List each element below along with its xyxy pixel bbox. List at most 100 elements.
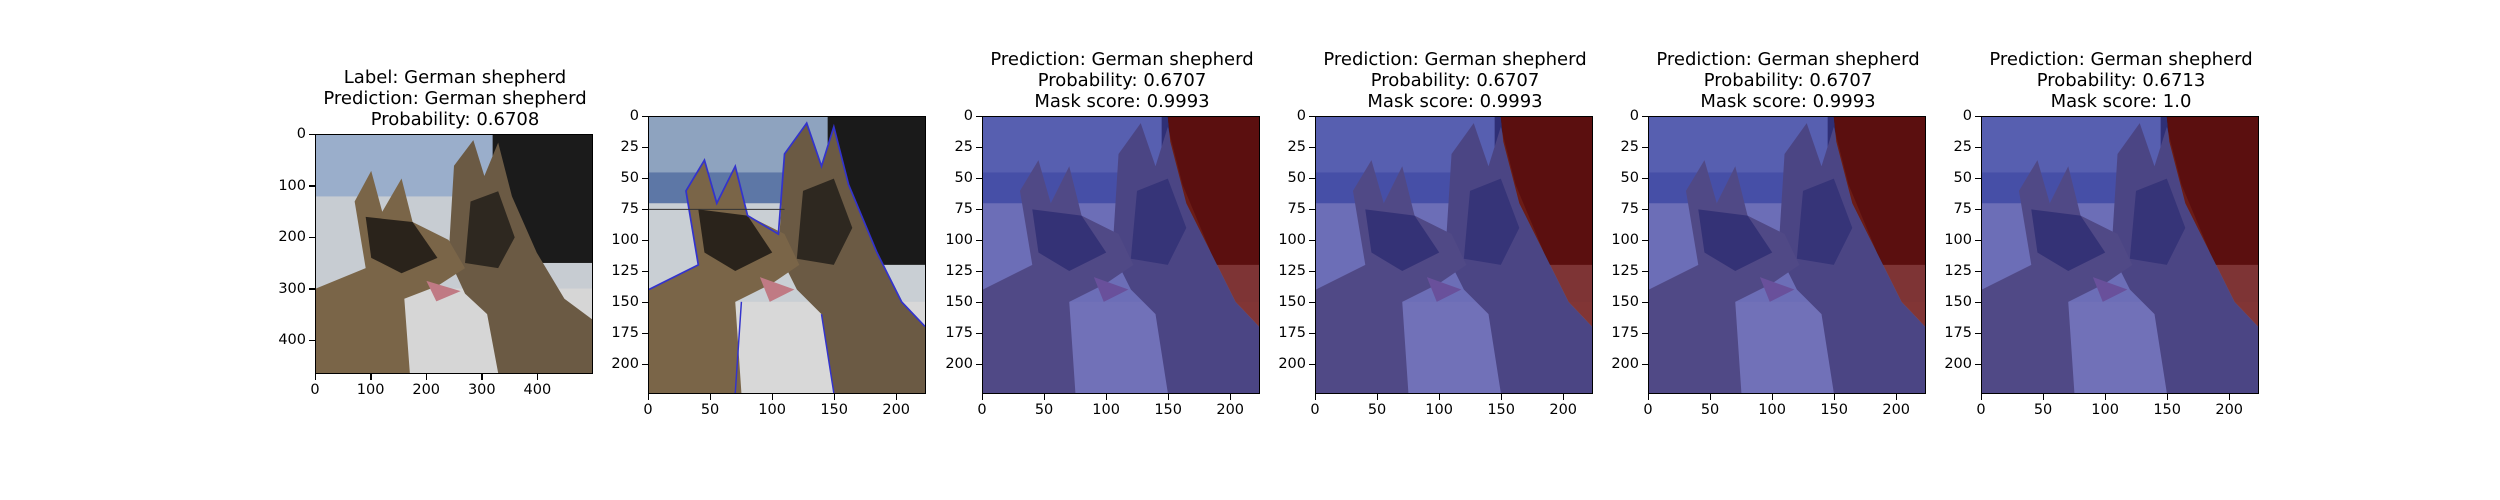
title-line: Probability: 0.6707 [1703, 70, 1873, 91]
y-tick-label: 75 [1953, 201, 1972, 218]
y-tick-mark [976, 146, 982, 149]
y-tick-mark [976, 208, 982, 211]
y-tick-mark [1642, 177, 1648, 180]
x-tick-mark [981, 394, 983, 400]
x-tick-label: 100 [758, 402, 786, 418]
y-tick-label: 25 [620, 139, 639, 156]
y-tick-label: 125 [1611, 263, 1639, 280]
x-tick-label: 150 [1154, 402, 1182, 418]
y-tick-mark [1975, 177, 1981, 180]
x-tick-mark [1771, 394, 1774, 400]
y-tick-mark [1309, 332, 1315, 335]
y-tick-label: 125 [1944, 263, 1972, 280]
y-tick-mark [1975, 115, 1981, 117]
y-tick-mark [642, 270, 648, 273]
x-tick-label: 100 [1758, 402, 1786, 418]
y-tick-mark [976, 301, 982, 304]
y-tick-label: 25 [1287, 139, 1306, 156]
y-tick-mark [1309, 301, 1315, 304]
x-tick-label: 150 [2153, 402, 2181, 418]
y-tick-mark [976, 115, 982, 117]
mask-overlay-image [1315, 116, 1593, 394]
mask-overlay-image [982, 116, 1260, 394]
x-tick-label: 100 [2091, 402, 2119, 418]
x-tick-mark [771, 394, 774, 400]
y-tick-mark [1309, 115, 1315, 117]
y-tick-mark [976, 270, 982, 273]
y-tick-label: 100 [1278, 232, 1306, 249]
x-tick-mark [1709, 394, 1712, 400]
title-line: Prediction: German shepherd [1323, 49, 1587, 70]
x-tick-label: 100 [1092, 402, 1120, 418]
y-tick-mark [976, 177, 982, 180]
y-tick-mark [1642, 332, 1648, 335]
y-tick-label: 75 [954, 201, 973, 218]
y-tick-label: 100 [1611, 232, 1639, 249]
x-tick-mark [2228, 394, 2231, 400]
y-tick-label: 0 [629, 108, 639, 124]
y-tick-label: 25 [954, 139, 973, 156]
x-tick-label: 0 [977, 402, 987, 418]
x-tick-label: 400 [523, 382, 552, 398]
x-tick-mark [2104, 394, 2107, 400]
y-tick-mark [1642, 146, 1648, 149]
contour-image [648, 116, 926, 394]
y-tick-mark [1975, 208, 1981, 211]
y-tick-mark [1309, 239, 1315, 242]
original-image [315, 134, 593, 374]
x-tick-label: 100 [356, 382, 385, 398]
y-tick-label: 0 [1296, 108, 1306, 124]
mask-overlay-image [1981, 116, 2259, 394]
y-tick-mark [976, 239, 982, 242]
y-tick-mark [1309, 208, 1315, 211]
title-line: Probability: 0.6707 [1037, 70, 1207, 91]
x-tick-mark [314, 374, 316, 380]
y-tick-mark [642, 115, 648, 117]
y-tick-label: 125 [945, 263, 973, 280]
x-tick-mark [1043, 394, 1046, 400]
y-tick-label: 50 [1953, 170, 1972, 187]
x-tick-label: 50 [1034, 402, 1054, 418]
y-tick-mark [642, 208, 648, 211]
title-line: Mask score: 1.0 [2050, 91, 2192, 112]
y-tick-label: 50 [620, 170, 639, 187]
y-tick-label: 100 [278, 177, 306, 194]
y-tick-mark [1642, 363, 1648, 366]
x-tick-mark [536, 374, 539, 380]
x-tick-mark [647, 394, 649, 400]
x-tick-mark [833, 394, 836, 400]
y-tick-mark [1309, 177, 1315, 180]
y-tick-label: 125 [611, 263, 639, 280]
x-tick-label: 0 [643, 402, 653, 418]
x-tick-mark [1895, 394, 1898, 400]
x-tick-mark [1833, 394, 1836, 400]
x-tick-mark [1500, 394, 1503, 400]
x-tick-label: 200 [882, 402, 911, 418]
x-tick-mark [709, 394, 712, 400]
y-tick-mark [1642, 301, 1648, 304]
panel-3: Prediction: German shepherd Probability: … [945, 0, 1260, 500]
y-tick-label: 100 [611, 232, 639, 249]
y-tick-label: 150 [1278, 294, 1306, 311]
y-tick-label: 100 [945, 232, 973, 249]
panel-1: Label: German shepherd Prediction: German… [278, 0, 593, 500]
panel-5: Prediction: German shepherd Probability: … [1611, 0, 1926, 500]
y-tick-mark [1309, 363, 1315, 366]
x-tick-label: 0 [1310, 402, 1320, 418]
x-tick-label: 200 [1549, 402, 1578, 418]
y-tick-mark [642, 239, 648, 242]
x-tick-mark [2042, 394, 2045, 400]
x-tick-label: 0 [1643, 402, 1653, 418]
title-line: Label: German shepherd [343, 67, 567, 88]
y-tick-mark [309, 339, 315, 342]
y-tick-label: 100 [1944, 232, 1972, 249]
y-tick-label: 175 [1278, 325, 1306, 342]
y-tick-label: 50 [1287, 170, 1306, 187]
x-tick-label: 50 [2033, 402, 2053, 418]
panel-title: Prediction: German shepherd Probability: … [1255, 49, 1655, 112]
y-tick-mark [976, 332, 982, 335]
x-tick-mark [1980, 394, 1982, 400]
x-tick-mark [481, 374, 483, 380]
x-tick-mark [1562, 394, 1565, 400]
panel-title: Prediction: German shepherd Probability: … [922, 49, 1322, 112]
